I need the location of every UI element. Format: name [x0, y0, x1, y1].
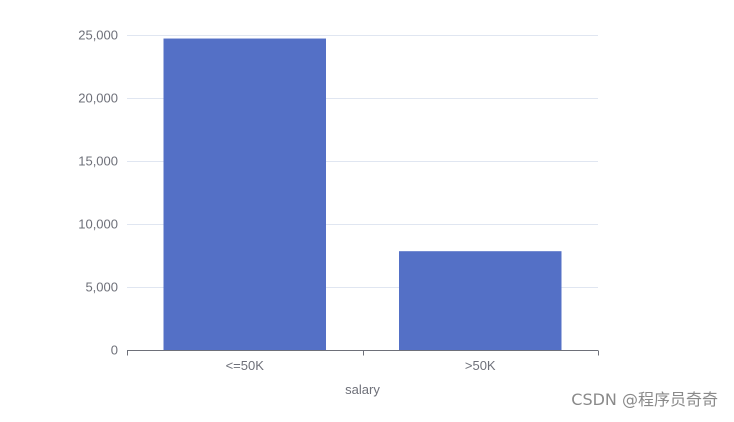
x-axis-title: salary: [345, 382, 380, 397]
bar: [399, 251, 562, 350]
y-tick-label: 5,000: [85, 280, 118, 295]
y-tick-label: 10,000: [78, 217, 118, 232]
y-axis-tick-labels: 0 5,000 10,000 15,000 20,000 25,000: [78, 28, 118, 358]
y-tick-label: 15,000: [78, 154, 118, 169]
x-axis-tick-labels: <=50K >50K: [226, 358, 496, 373]
bar: [163, 38, 326, 350]
y-tick-label: 25,000: [78, 28, 118, 43]
x-tick-label: >50K: [465, 358, 496, 373]
bars: [163, 38, 562, 350]
x-axis: [127, 350, 599, 356]
y-tick-label: 20,000: [78, 91, 118, 106]
x-tick-label: <=50K: [226, 358, 265, 373]
y-tick-label: 0: [111, 343, 118, 358]
watermark: CSDN @程序员奇奇: [571, 390, 718, 409]
